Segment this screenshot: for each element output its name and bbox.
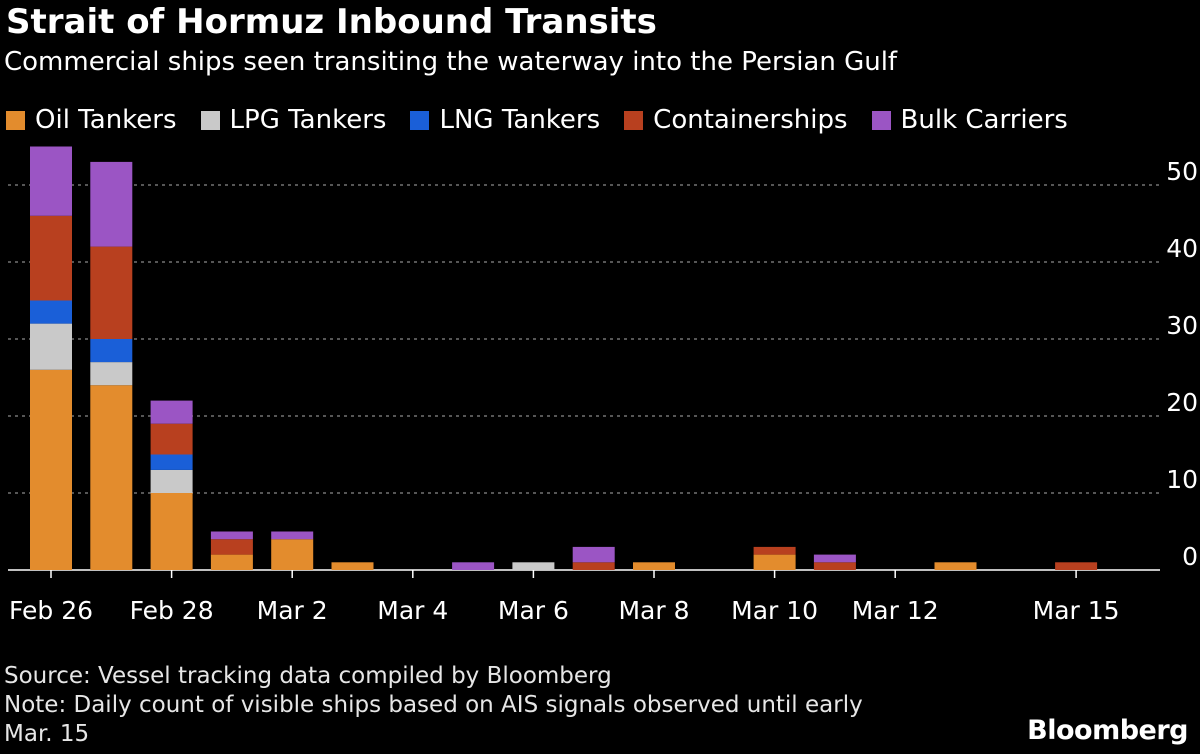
bar-lpg-tankers-feb-26 xyxy=(30,323,72,370)
x-tick-label: Mar 10 xyxy=(731,596,818,625)
data-note-continued: Mar. 15 xyxy=(4,721,90,747)
bar-lng-tankers-feb-26 xyxy=(30,300,72,324)
bar-containerships-feb-28 xyxy=(150,423,193,455)
bar-containerships-mar-10 xyxy=(753,546,796,555)
legend-item-lng-tankers: LNG Tankers xyxy=(410,105,600,135)
x-tick-label: Feb 28 xyxy=(130,596,214,625)
stacked-bar-chart: 0 10 20 30 40 50 Feb 26 Feb 28 Mar 2 Mar 4 Mar 6 Ma… xyxy=(8,146,1198,625)
bar-oil-tankers-feb-28 xyxy=(150,493,193,570)
legend-swatch xyxy=(200,110,220,130)
bar-containerships-mar-1 xyxy=(210,539,253,555)
bar-bulk-carriers-feb-28 xyxy=(150,400,193,424)
bar-bulk-carriers-feb-26 xyxy=(30,146,72,216)
legend: Oil Tankers LPG Tankers LNG Tankers Contain… xyxy=(6,102,1092,138)
bar-oil-tankers-mar-3 xyxy=(331,562,374,570)
y-tick-label: 40 xyxy=(1166,234,1198,263)
footer: Source: Vessel tracking data compiled by… xyxy=(4,662,974,749)
legend-item-bulk-carriers: Bulk Carriers xyxy=(871,105,1068,135)
x-tick-label: Feb 26 xyxy=(9,596,93,625)
x-tick-label: Mar 8 xyxy=(618,596,689,625)
bar-bulk-carriers-feb-27 xyxy=(90,161,133,247)
bar-oil-tankers-mar-10 xyxy=(753,554,796,570)
x-tick-label: Mar 6 xyxy=(498,596,569,625)
legend-label: Containerships xyxy=(653,105,848,135)
x-tick-label: Mar 2 xyxy=(257,596,328,625)
legend-label: LNG Tankers xyxy=(439,105,601,135)
x-tick-label: Mar 4 xyxy=(377,596,448,625)
y-tick-label: 0 xyxy=(1182,542,1198,571)
legend-item-containerships: Containerships xyxy=(624,105,848,135)
y-tick-label: 30 xyxy=(1166,311,1198,340)
y-tick-label: 10 xyxy=(1166,465,1198,494)
bar-containerships-feb-27 xyxy=(90,246,133,339)
bar-bulk-carriers-mar-2 xyxy=(271,531,314,540)
bar-oil-tankers-mar-13 xyxy=(934,562,977,570)
bar-containerships-feb-26 xyxy=(30,215,72,301)
bar-containerships-mar-7 xyxy=(572,562,615,570)
legend-swatch xyxy=(624,110,644,130)
data-note: Note: Daily count of visible ships based… xyxy=(4,692,863,718)
bar-bulk-carriers-mar-11 xyxy=(813,554,856,563)
bar-lpg-tankers-feb-28 xyxy=(150,469,193,493)
bar-bulk-carriers-mar-1 xyxy=(210,531,253,540)
chart-subtitle: Commercial ships seen transiting the wat… xyxy=(4,47,898,77)
x-tick-label: Mar 12 xyxy=(852,596,939,625)
legend-item-oil-tankers: Oil Tankers xyxy=(6,105,177,135)
legend-label: Oil Tankers xyxy=(35,105,177,135)
legend-label: LPG Tankers xyxy=(229,105,387,135)
y-tick-label: 50 xyxy=(1166,157,1198,186)
bar-bulk-carriers-mar-7 xyxy=(572,546,615,563)
legend-swatch xyxy=(410,110,430,130)
legend-label: Bulk Carriers xyxy=(900,105,1068,135)
bar-containerships-mar-11 xyxy=(813,562,856,570)
bar-bulk-carriers-mar-5 xyxy=(452,562,495,570)
bar-oil-tankers-mar-2 xyxy=(271,539,314,570)
legend-swatch xyxy=(871,110,891,130)
bar-oil-tankers-mar-1 xyxy=(210,554,253,570)
x-tick-label: Mar 15 xyxy=(1033,596,1120,625)
legend-swatch xyxy=(6,110,25,130)
bar-lpg-tankers-feb-27 xyxy=(90,362,133,386)
bar-oil-tankers-feb-27 xyxy=(90,385,133,570)
chart-title: Strait of Hormuz Inbound Transits xyxy=(6,2,657,42)
source-note: Source: Vessel tracking data compiled by… xyxy=(4,663,612,689)
bar-lpg-tankers-mar-6 xyxy=(512,562,555,570)
bar-oil-tankers-feb-26 xyxy=(30,369,72,570)
bar-containerships-mar-15 xyxy=(1055,562,1098,570)
y-tick-label: 20 xyxy=(1166,388,1198,417)
bar-lng-tankers-feb-27 xyxy=(90,339,133,363)
bloomberg-logo: Bloomberg xyxy=(1027,715,1188,746)
bar-oil-tankers-mar-8 xyxy=(633,562,675,570)
legend-item-lpg-tankers: LPG Tankers xyxy=(200,105,387,135)
bar-lng-tankers-feb-28 xyxy=(150,454,193,470)
